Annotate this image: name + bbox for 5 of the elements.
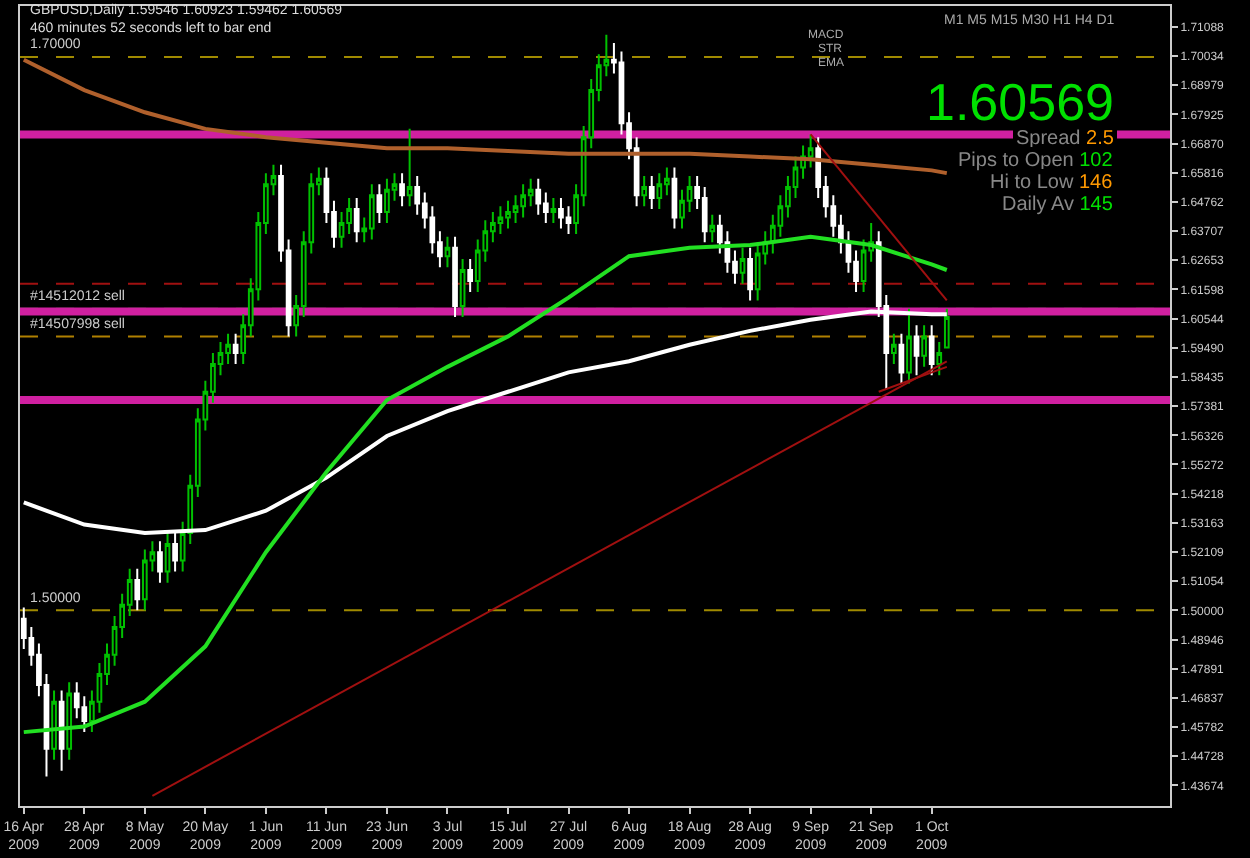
annotation: Daily Av 145 [1002,194,1114,216]
annotation: Hi to Low 146 [990,172,1114,194]
annotation: Spread 2.5 [1016,128,1115,150]
annotation: 1.60569 [926,72,1114,132]
annotation: Pips to Open 102 [958,150,1114,172]
